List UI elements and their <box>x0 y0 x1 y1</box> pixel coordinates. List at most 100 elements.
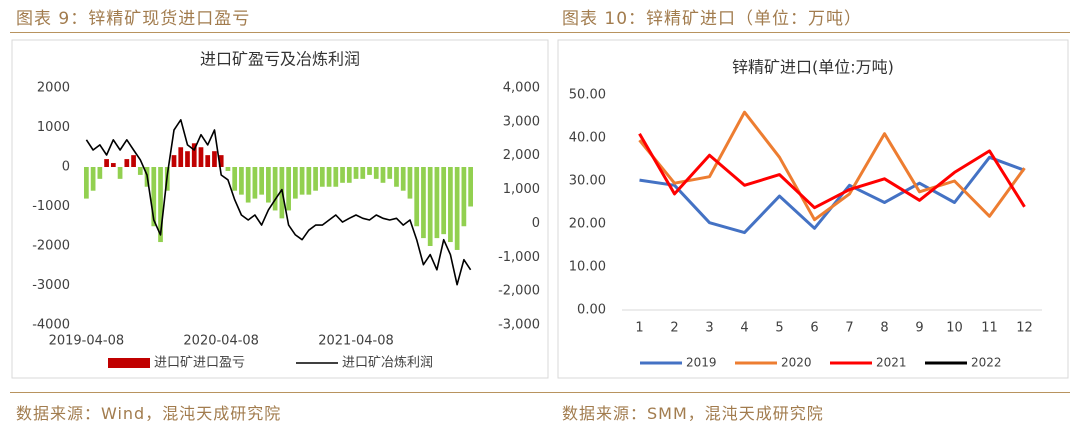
figure-caption: 图表 10：锌精矿进口（单位：万吨） <box>562 9 863 29</box>
y-tick-label: 0 <box>62 160 70 175</box>
x-tick-label: 3 <box>705 321 713 336</box>
bar <box>198 147 204 167</box>
bar <box>124 159 130 167</box>
x-tick-label: 1 <box>635 321 643 336</box>
bar <box>394 167 399 187</box>
bar <box>245 167 251 203</box>
legend-label: 进口矿进口盈亏 <box>154 356 245 371</box>
bar <box>225 167 231 171</box>
x-tick-label: 6 <box>810 321 818 336</box>
bar <box>97 167 103 179</box>
y2-tick-label: 3,000 <box>503 114 540 129</box>
y-tick-label: 10.00 <box>569 260 606 275</box>
header-rule <box>10 32 1070 33</box>
x-tick-label: 5 <box>775 321 783 336</box>
legend-swatch <box>108 358 150 368</box>
x-tick-label: 2019-04-08 <box>49 334 125 349</box>
bar <box>272 167 278 211</box>
x-tick-label: 12 <box>1016 321 1033 336</box>
bar <box>421 167 426 239</box>
bar <box>346 167 352 183</box>
bar <box>454 167 460 250</box>
y-tick-label: 20.00 <box>569 217 606 232</box>
bar <box>373 167 379 179</box>
x-tick-label: 8 <box>880 321 888 336</box>
y2-tick-label: 4,000 <box>503 81 540 96</box>
chart-frame <box>557 39 1069 379</box>
legend-label: 2020 <box>781 356 812 370</box>
y2-tick-label: 2,000 <box>503 148 540 163</box>
bar <box>151 167 157 227</box>
bar <box>286 167 291 211</box>
bar <box>353 167 359 179</box>
bar <box>104 159 109 167</box>
y2-tick-label: -3,000 <box>498 318 540 333</box>
x-tick-label: 7 <box>845 321 853 336</box>
bar <box>387 167 393 179</box>
chart-frame <box>11 39 549 379</box>
bar <box>117 167 123 179</box>
y-tick-label: 40.00 <box>569 131 606 146</box>
bar <box>427 167 433 246</box>
y-tick-label: 2000 <box>37 81 70 96</box>
x-tick-label: 2021-04-08 <box>318 334 394 349</box>
series-line <box>638 110 1026 222</box>
bar <box>110 163 116 167</box>
bar <box>306 167 312 195</box>
x-tick-label: 2 <box>670 321 678 336</box>
y-tick-label: -1000 <box>32 199 70 214</box>
x-tick-label: 10 <box>946 321 963 336</box>
bar <box>299 167 305 195</box>
bar <box>360 167 366 179</box>
bar <box>319 167 325 187</box>
bar <box>131 155 136 167</box>
bar <box>434 167 440 239</box>
bar <box>292 167 298 199</box>
bar <box>340 167 345 183</box>
series-line <box>638 132 1026 210</box>
figure-caption: 图表 9：锌精矿现货进口盈亏 <box>16 9 251 29</box>
bar <box>380 167 386 183</box>
bar <box>326 167 332 187</box>
bar <box>158 167 163 243</box>
y-tick-label: -4000 <box>32 318 70 333</box>
legend-label: 2022 <box>971 356 1002 370</box>
bar <box>171 155 177 167</box>
source-note: 数据来源：Wind，混沌天成研究院 <box>16 404 282 423</box>
bar <box>218 155 224 167</box>
bar <box>461 167 467 227</box>
y-tick-label: -2000 <box>32 239 70 254</box>
bar <box>185 151 190 167</box>
source-note: 数据来源：SMM，混沌天成研究院 <box>562 404 824 423</box>
y-tick-label: 0.00 <box>577 303 606 318</box>
y-tick-label: 1000 <box>37 120 70 135</box>
y2-tick-label: 0 <box>532 216 540 231</box>
chart-title: 进口矿盈亏及冶炼利润 <box>200 50 360 69</box>
bar <box>259 167 265 195</box>
x-tick-label: 2020-04-08 <box>183 334 259 349</box>
chart-title: 锌精矿进口(单位:万吨) <box>732 58 894 77</box>
bar <box>252 167 258 199</box>
bar <box>191 143 197 167</box>
bar <box>414 167 420 227</box>
legend-label: 进口矿冶炼利润 <box>342 356 433 371</box>
bar <box>90 167 96 191</box>
y-tick-label: 50.00 <box>569 88 606 103</box>
bar <box>178 147 184 167</box>
bar <box>407 167 413 199</box>
bar <box>367 167 372 175</box>
y2-tick-label: -1,000 <box>498 250 540 265</box>
x-tick-label: 9 <box>915 321 923 336</box>
footer-rule <box>10 392 1070 393</box>
x-tick-label: 4 <box>740 321 748 336</box>
bar <box>441 167 447 235</box>
bar <box>137 167 143 175</box>
bar <box>205 155 211 167</box>
x-tick-label: 11 <box>981 321 998 336</box>
y2-tick-label: -2,000 <box>498 284 540 299</box>
bar <box>239 167 244 195</box>
legend-label: 2019 <box>686 356 717 370</box>
bar <box>400 167 406 191</box>
